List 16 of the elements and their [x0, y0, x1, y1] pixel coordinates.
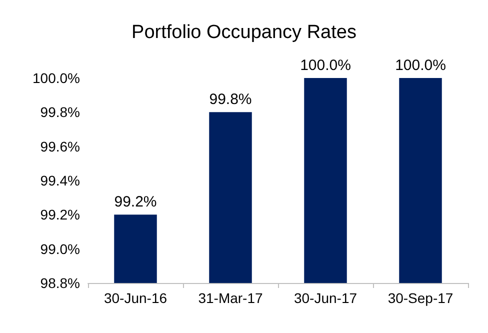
y-tick-label: 99.4%	[40, 172, 80, 188]
x-tick-label: 30-Jun-17	[294, 290, 358, 306]
y-tick-label: 99.8%	[40, 104, 80, 120]
data-label: 99.2%	[114, 194, 157, 211]
data-label: 100.0%	[395, 57, 446, 74]
y-tick-label: 100.0%	[32, 70, 80, 86]
y-tick-label: 99.0%	[40, 240, 80, 257]
y-tick-label: 99.2%	[40, 206, 80, 223]
chart-title: Portfolio Occupancy Rates	[132, 22, 356, 43]
data-label: 100.0%	[300, 57, 351, 74]
y-tick-label: 98.8%	[40, 275, 80, 291]
data-label: 99.8%	[209, 91, 252, 108]
x-tick-label: 31-Mar-17	[198, 290, 263, 306]
y-tick-label: 99.6%	[40, 138, 80, 154]
x-tick-label: 30-Jun-16	[104, 290, 168, 306]
x-tick-label: 30-Sep-17	[388, 290, 454, 306]
